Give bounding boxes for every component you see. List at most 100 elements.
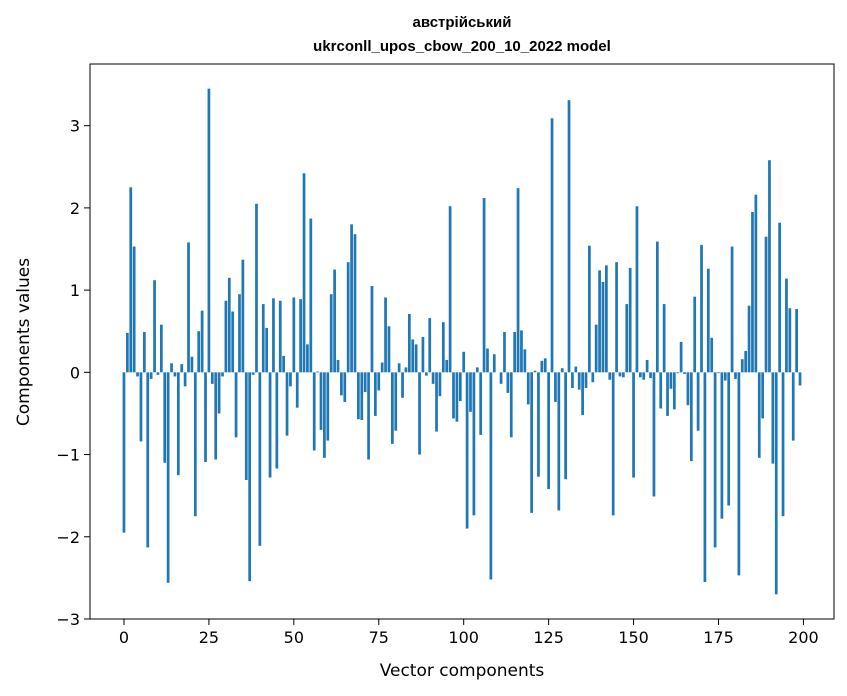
bar-107 <box>486 348 489 373</box>
bar-29 <box>221 372 224 377</box>
bar-121 <box>533 370 537 373</box>
bar-73 <box>370 286 374 373</box>
y-tick-label: −2 <box>56 528 80 547</box>
bar-193 <box>778 222 781 373</box>
bar-60 <box>326 372 330 441</box>
bar-74 <box>374 372 377 416</box>
bar-189 <box>764 236 768 373</box>
bar-68 <box>353 234 357 373</box>
bar-143 <box>608 372 612 380</box>
bar-167 <box>689 372 693 462</box>
bar-133 <box>574 366 578 373</box>
bar-50 <box>292 297 296 373</box>
bar-19 <box>187 242 190 373</box>
bar-128 <box>557 372 561 511</box>
bar-93 <box>438 372 442 397</box>
x-tick-label: 125 <box>533 628 564 647</box>
bar-118 <box>523 349 527 373</box>
bar-8 <box>149 372 153 379</box>
bar-10 <box>156 372 160 375</box>
bar-187 <box>757 372 761 458</box>
bar-88 <box>421 336 425 373</box>
bar-63 <box>336 360 340 373</box>
bar-159 <box>662 304 666 373</box>
bar-138 <box>591 372 595 383</box>
bar-106 <box>482 198 486 373</box>
bar-31 <box>227 277 231 373</box>
y-tick-label: 2 <box>70 199 80 218</box>
bar-64 <box>340 372 343 396</box>
y-tick-label: −1 <box>56 446 80 465</box>
bar-127 <box>554 372 557 402</box>
bar-198 <box>795 309 798 373</box>
bar-145 <box>615 262 618 373</box>
bar-114 <box>509 372 513 438</box>
bar-3 <box>132 246 136 373</box>
x-tick-label: 200 <box>788 628 819 647</box>
bar-20 <box>190 356 194 373</box>
bar-43 <box>268 372 272 478</box>
bar-102 <box>469 372 472 412</box>
bar-186 <box>754 194 758 373</box>
bar-196 <box>788 308 792 373</box>
bar-55 <box>309 218 313 373</box>
bar-53 <box>302 173 306 373</box>
bar-178 <box>727 372 731 506</box>
bar-136 <box>584 372 588 388</box>
bar-98 <box>455 372 459 422</box>
bar-168 <box>693 296 697 373</box>
bar-146 <box>618 372 622 377</box>
bar-131 <box>567 100 571 373</box>
bar-191 <box>771 372 775 464</box>
bar-184 <box>747 305 751 373</box>
x-axis-label: Vector components <box>380 661 545 681</box>
bar-48 <box>285 372 289 436</box>
bar-99 <box>458 372 462 402</box>
bar-86 <box>414 344 418 373</box>
bar-57 <box>316 371 319 373</box>
bar-69 <box>357 372 360 420</box>
bar-119 <box>526 372 530 405</box>
bar-51 <box>295 372 299 408</box>
bar-147 <box>622 372 625 378</box>
y-axis-label: Components values <box>14 258 34 426</box>
bar-194 <box>781 372 785 517</box>
bar-40 <box>258 372 262 546</box>
x-tick-label: 75 <box>369 628 389 647</box>
bar-2 <box>129 187 133 373</box>
bar-22 <box>197 331 201 373</box>
bar-33 <box>234 372 238 438</box>
bar-162 <box>672 372 676 410</box>
bar-58 <box>319 372 323 430</box>
bar-62 <box>333 269 336 373</box>
x-axis-ticks: 0 25 50 75 100 125 150 175 200 <box>119 619 819 647</box>
bar-77 <box>384 297 387 373</box>
bar-42 <box>265 327 269 373</box>
y-tick-label: −3 <box>56 610 80 629</box>
bar-157 <box>655 241 659 373</box>
bar-14 <box>170 363 173 373</box>
bar-16 <box>176 372 180 476</box>
bar-181 <box>737 372 741 576</box>
bar-34 <box>238 294 241 373</box>
bar-112 <box>503 332 506 373</box>
bar-56 <box>312 372 316 451</box>
bar-71 <box>363 372 367 393</box>
bar-116 <box>516 188 520 373</box>
bar-151 <box>635 206 639 373</box>
bar-28 <box>217 372 221 414</box>
bar-101 <box>465 372 469 529</box>
bar-115 <box>513 332 517 373</box>
bar-142 <box>605 265 608 373</box>
bar-135 <box>581 372 584 416</box>
bar-61 <box>329 294 333 373</box>
bar-174 <box>713 372 717 548</box>
bar-47 <box>282 355 285 373</box>
bar-36 <box>244 372 248 481</box>
bar-197 <box>791 372 795 441</box>
bar-84 <box>407 313 411 373</box>
bar-150 <box>632 372 635 478</box>
bar-12 <box>163 372 167 463</box>
bars-group <box>122 88 802 595</box>
bar-65 <box>343 372 347 402</box>
